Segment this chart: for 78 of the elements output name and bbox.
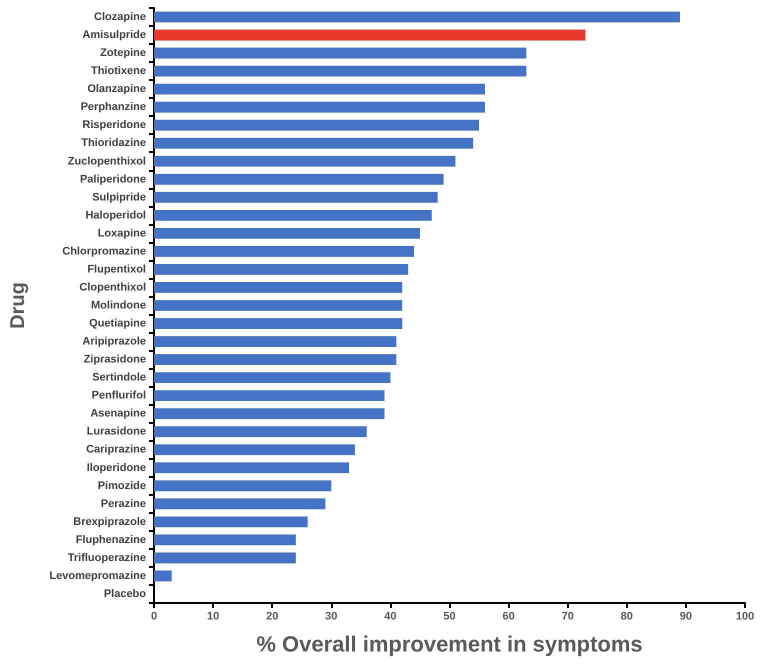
x-tick-label: 70 (562, 610, 574, 622)
bar (154, 300, 402, 311)
y-tick-label: Sertindole (92, 372, 146, 384)
y-tick-label: Aripiprazole (82, 336, 146, 348)
y-tick-label: Risperidone (82, 119, 146, 132)
y-tick-label: Zuclopenthixol (68, 155, 146, 168)
x-tick-label: 100 (736, 610, 754, 622)
y-tick-label: Lurasidone (86, 426, 146, 438)
bar (154, 534, 296, 546)
x-tick-label: 30 (325, 610, 338, 622)
y-tick-label: Clopenthixol (79, 281, 146, 294)
bar (154, 138, 474, 149)
y-tick-label: Trifluoperazine (68, 552, 146, 564)
bar (154, 30, 586, 40)
y-tick-label: Brexpiprazole (73, 516, 146, 528)
y-tick-label: Cariprazine (86, 444, 146, 456)
bar (154, 552, 296, 564)
y-tick-label: Paliperidone (80, 173, 146, 186)
y-tick-label: Perazine (100, 498, 146, 510)
bar (154, 282, 402, 293)
bar (154, 570, 172, 582)
bar (154, 354, 396, 365)
x-tick-label: 10 (206, 610, 220, 622)
x-tick-label: 0 (150, 610, 158, 622)
bar (154, 498, 326, 510)
y-tick-label: Clozapine (94, 11, 146, 24)
x-tick-label: 90 (680, 610, 692, 622)
bar (154, 48, 526, 58)
bar (154, 426, 367, 438)
y-tick-label: Chlorpromazine (62, 245, 146, 258)
bar (154, 66, 526, 77)
bar (154, 444, 355, 456)
y-tick-label: Penflurifol (92, 390, 146, 402)
bar (154, 390, 384, 402)
bar (154, 264, 408, 275)
y-tick-label: Molindone (91, 300, 146, 312)
x-axis-title: % Overall improvement in symptoms (256, 632, 643, 656)
bar (154, 174, 444, 185)
y-tick-label: Ziprasidone (84, 354, 146, 366)
y-tick-label: Sulpipride (92, 191, 146, 204)
bar (154, 192, 438, 203)
y-tick-label: Asenapine (90, 408, 146, 420)
y-tick-label: Olanzapine (87, 83, 146, 96)
y-tick-label: Levomepromazine (49, 570, 146, 582)
bar (154, 318, 402, 329)
bar (154, 210, 432, 221)
bar (154, 516, 308, 528)
y-tick-label: Iloperidone (86, 462, 146, 474)
bar (154, 102, 485, 113)
y-tick-label: Zotepine (100, 47, 146, 60)
bar (154, 156, 456, 167)
y-tick-label: Loxapine (98, 227, 146, 240)
bar (154, 246, 414, 257)
bar (154, 480, 332, 492)
x-tick-label: 20 (266, 610, 278, 622)
y-tick-label: Flupentixol (87, 263, 146, 276)
x-tick-label: 40 (384, 610, 397, 622)
bar (154, 336, 396, 347)
bar (154, 120, 480, 131)
y-tick-label: Perphanzine (80, 101, 146, 114)
y-tick-label: Amisulpride (82, 29, 146, 42)
bar (154, 462, 350, 474)
bar (154, 228, 420, 239)
bar (154, 372, 390, 384)
bar (154, 408, 384, 420)
y-tick-label: Pimozide (98, 480, 146, 492)
y-axis-title: Drug (7, 282, 29, 329)
y-tick-label: Fluphenazine (76, 534, 146, 546)
bar (154, 12, 680, 22)
x-tick-label: 80 (620, 610, 633, 622)
y-tick-label: Quetiapine (89, 318, 146, 330)
y-tick-label: Thiotixene (90, 65, 146, 78)
y-tick-label: Haloperidol (85, 209, 146, 222)
bar (154, 84, 485, 95)
x-tick-label: 50 (443, 610, 456, 622)
y-tick-label: Placebo (104, 588, 146, 600)
y-tick-label: Thioridazine (81, 137, 146, 150)
x-tick-label: 60 (502, 610, 515, 622)
